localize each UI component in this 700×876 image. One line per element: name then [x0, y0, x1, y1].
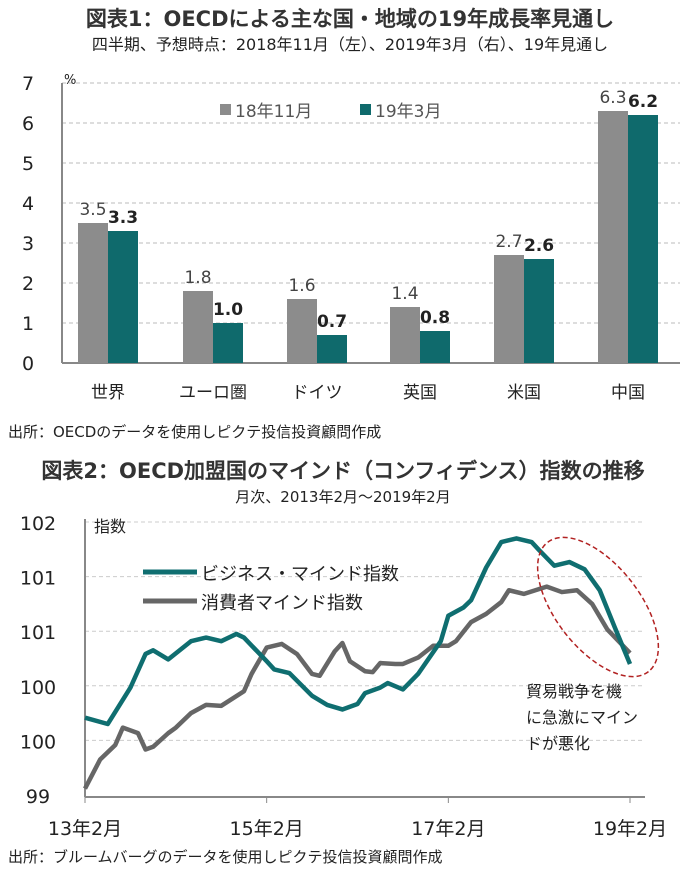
y-axis-label: 指数 [94, 517, 126, 536]
annotation-text: 貿易戦争を機 [526, 682, 622, 701]
x-tick-label: 15年2月 [230, 818, 304, 840]
bar [317, 335, 347, 363]
bar [494, 255, 524, 363]
bar [287, 299, 317, 363]
bar-data-label: 0.7 [317, 312, 347, 332]
y-tick-label: 4 [22, 193, 34, 215]
chart2-source: 出所：ブルームバーグのデータを使用しピクテ投信投資顧問作成 [8, 848, 443, 866]
bar-data-label: 1.4 [391, 284, 418, 304]
bar-data-label: 6.3 [599, 88, 626, 108]
y-tick-label: 0 [22, 353, 34, 375]
y-tick-label: 7 [22, 73, 34, 95]
y-tick-label: 3 [22, 233, 34, 255]
bar [390, 307, 420, 363]
x-tick-label: ユーロ圏 [179, 383, 247, 403]
bar [108, 231, 138, 363]
y-tick-label: 6 [22, 113, 34, 135]
y-tick-label: 1 [22, 313, 34, 335]
y-tick-label: 101 [20, 568, 56, 590]
bar [78, 223, 108, 363]
x-tick-label: 英国 [403, 383, 437, 403]
y-tick-label: 100 [20, 677, 56, 699]
y-tick-label: 100 [20, 731, 56, 753]
x-tick-label: ドイツ [292, 383, 343, 403]
bar-data-label: 1.8 [184, 268, 211, 288]
bar [420, 331, 450, 363]
y-tick-label: 101 [20, 622, 56, 644]
x-tick-label: 中国 [611, 383, 645, 403]
bar [628, 115, 658, 363]
x-tick-label: 19年2月 [593, 818, 667, 840]
chart1-source: 出所：OECDのデータを使用しピクテ投信投資顧問作成 [8, 423, 381, 441]
x-tick-label: 世界 [91, 383, 125, 403]
legend-label: 消費者マインド指数 [201, 593, 363, 614]
bar-data-label: 3.5 [79, 200, 106, 220]
bar-data-label: 0.8 [420, 308, 450, 328]
x-tick-label: 17年2月 [411, 818, 485, 840]
annotation-text: に急激にマイン [526, 708, 638, 727]
bar-data-label: 1.6 [288, 276, 315, 296]
bar-data-label: 2.6 [524, 236, 554, 256]
chart1-title: 図表1：OECDによる主な国・地域の19年成長率見通し [86, 7, 614, 31]
bar [524, 259, 554, 363]
chart1-subtitle: 四半期、予想時点：2018年11月（左）、2019年3月（右）、19年見通し [92, 35, 608, 54]
x-tick-label: 13年2月 [48, 818, 122, 840]
series-line [84, 536, 633, 727]
y-axis-unit: % [64, 73, 76, 88]
y-tick-label: 99 [26, 786, 50, 808]
series-line [83, 584, 632, 790]
y-tick-label: 102 [20, 513, 56, 535]
annotation-text: ドが悪化 [526, 734, 590, 753]
highlight-ellipse [536, 536, 660, 678]
y-tick-label: 2 [22, 273, 34, 295]
bar-data-label: 3.3 [108, 208, 138, 228]
bar-data-label: 6.2 [628, 92, 658, 112]
legend-label: 18年11月 [235, 102, 312, 122]
chart2-subtitle: 月次、2013年2月～2019年2月 [235, 488, 450, 506]
y-tick-label: 5 [22, 153, 34, 175]
bar [183, 291, 213, 363]
legend-swatch [360, 104, 371, 115]
bar-data-label: 1.0 [213, 300, 243, 320]
bar [213, 323, 243, 363]
bar [598, 111, 628, 363]
legend-swatch [220, 104, 231, 115]
bar-data-label: 2.7 [495, 232, 522, 252]
legend-label: ビジネス・マインド指数 [201, 564, 399, 585]
legend-label: 19年3月 [375, 102, 441, 122]
x-tick-label: 米国 [507, 383, 541, 403]
chart2-title: 図表2：OECD加盟国のマインド（コンフィデンス）指数の推移 [41, 459, 644, 483]
